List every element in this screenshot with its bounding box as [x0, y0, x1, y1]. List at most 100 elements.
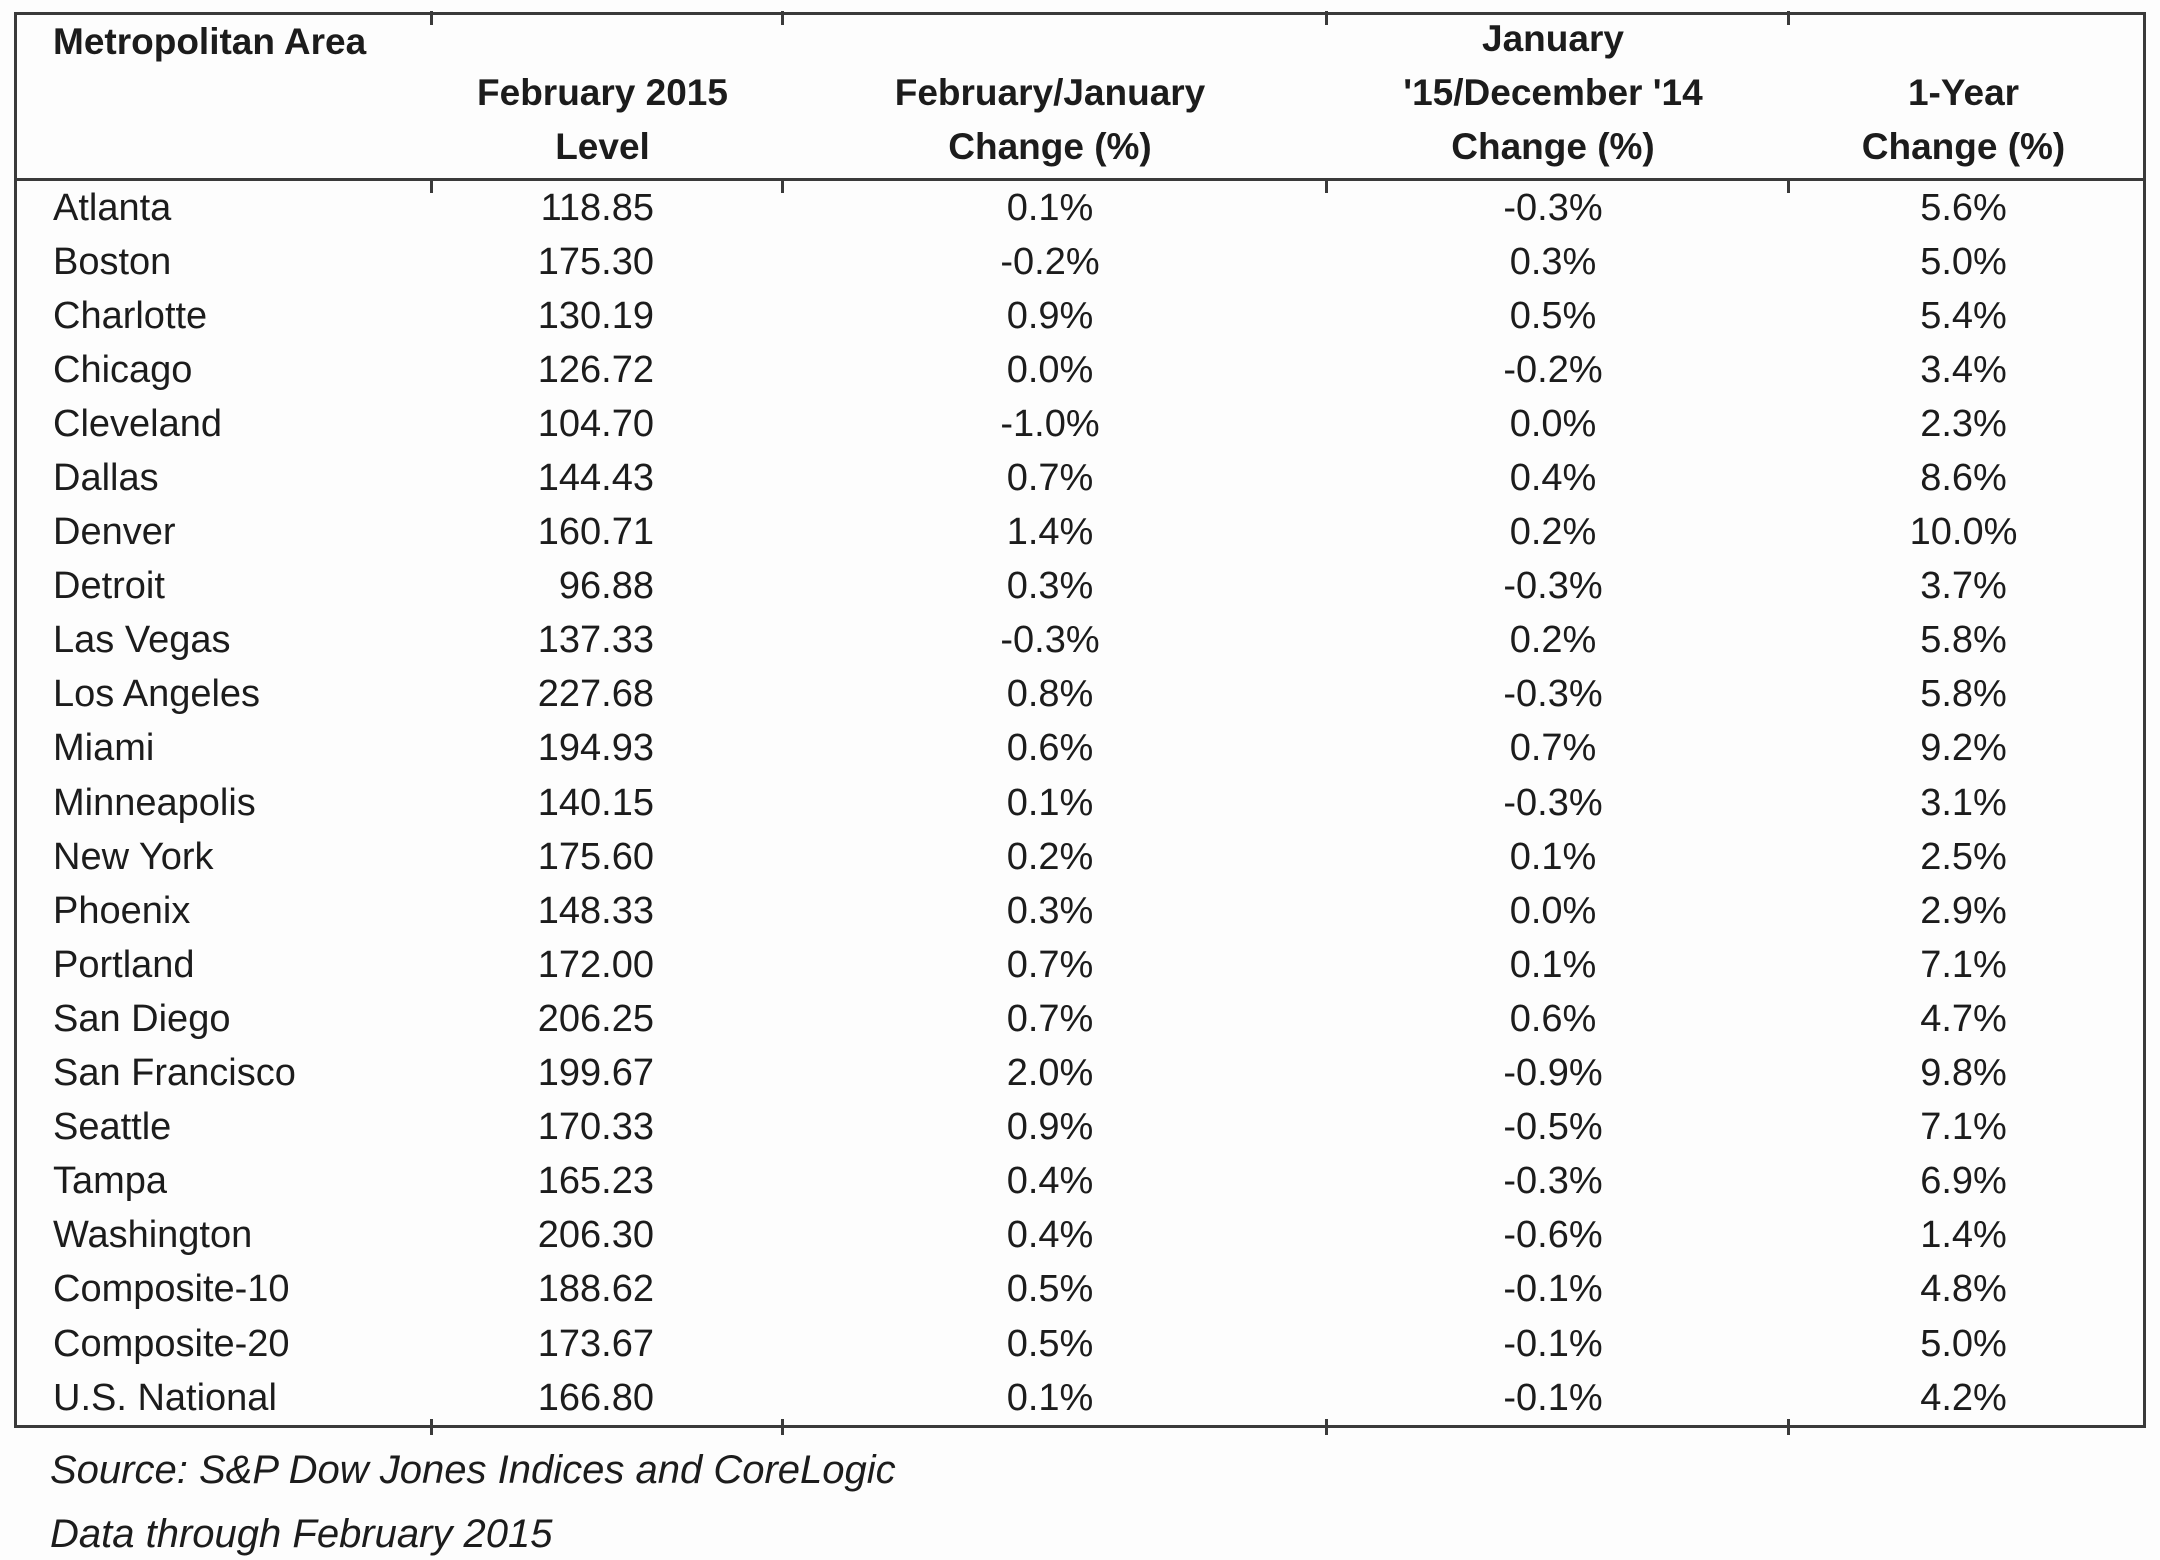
cell-jan-dec-change: -0.3%: [1503, 565, 1603, 608]
cell-jan-dec-change: -0.3%: [1503, 186, 1603, 229]
header-line: Change (%): [1861, 126, 2066, 167]
table-row: Phoenix 148.33 0.3% 0.0% 2.9%: [17, 884, 2143, 938]
cell-feb-jan-change: 0.3%: [1006, 565, 1094, 608]
table-row: Chicago 126.72 0.0% -0.2% 3.4%: [17, 343, 2143, 397]
cell-feb-jan-change: 0.9%: [1006, 1106, 1094, 1149]
cell-feb-jan-change: -0.3%: [1000, 619, 1100, 662]
cell-feb-jan-change: 0.8%: [1006, 673, 1094, 716]
table-row: Miami 194.93 0.6% 0.7% 9.2%: [17, 722, 2143, 776]
header-january-december-change: January '15/December '14 Change (%): [1322, 15, 1784, 178]
cell-level: 140.15: [537, 781, 654, 824]
cell-feb-jan-change: 0.1%: [1006, 186, 1094, 229]
cell-1-year-change: 4.7%: [1920, 997, 2007, 1040]
table-row: Boston 175.30 -0.2% 0.3% 5.0%: [17, 235, 2143, 289]
cell-level: 96.88: [558, 565, 654, 608]
table-row: Portland 172.00 0.7% 0.1% 7.1%: [17, 938, 2143, 992]
cell-jan-dec-change: -0.1%: [1503, 1322, 1603, 1365]
cell-jan-dec-change: 0.3%: [1509, 240, 1597, 283]
cell-level: 172.00: [537, 943, 654, 986]
table-row: Composite-10 188.62 0.5% -0.1% 4.8%: [17, 1263, 2143, 1317]
cell-jan-dec-change: -0.5%: [1503, 1106, 1603, 1149]
cell-level: 206.25: [537, 997, 654, 1040]
cell-feb-jan-change: 0.4%: [1006, 1160, 1094, 1203]
cell-metro-area: Los Angeles: [53, 673, 261, 716]
cell-feb-jan-change: 0.3%: [1006, 889, 1094, 932]
cell-feb-jan-change: 0.1%: [1006, 781, 1094, 824]
cell-1-year-change: 9.8%: [1920, 1052, 2007, 1095]
cell-jan-dec-change: 0.2%: [1509, 511, 1597, 554]
cell-1-year-change: 5.0%: [1920, 240, 2007, 283]
source-note: Source: S&P Dow Jones Indices and CoreLo…: [50, 1448, 896, 1492]
cell-jan-dec-change: 0.1%: [1509, 835, 1597, 878]
table-row: Las Vegas 137.33 -0.3% 0.2% 5.8%: [17, 614, 2143, 668]
header-line: Change (%): [1451, 126, 1655, 167]
cell-jan-dec-change: -0.1%: [1503, 1268, 1603, 1311]
cell-jan-dec-change: -0.3%: [1503, 781, 1603, 824]
cell-level: 165.23: [537, 1160, 654, 1203]
cell-1-year-change: 8.6%: [1920, 457, 2007, 500]
cell-1-year-change: 4.8%: [1920, 1268, 2007, 1311]
cell-level: 130.19: [537, 294, 654, 337]
cell-level: 148.33: [537, 889, 654, 932]
cell-level: 137.33: [537, 619, 654, 662]
cell-feb-jan-change: 0.5%: [1006, 1268, 1094, 1311]
column-boundary-tick: [1325, 11, 1328, 25]
header-1-year-change: 1-Year Change (%): [1784, 15, 2143, 178]
cell-level: 160.71: [537, 511, 654, 554]
header-line: Metropolitan Area: [53, 21, 367, 62]
cell-metro-area: Composite-10: [53, 1268, 290, 1311]
table-body: Atlanta 118.85 0.1% -0.3% 5.6% Boston 175.30 -0…: [17, 181, 2143, 1425]
column-boundary-tick: [781, 181, 784, 193]
cell-feb-jan-change: 1.4%: [1006, 511, 1094, 554]
table-row: Detroit 96.88 0.3% -0.3% 3.7%: [17, 560, 2143, 614]
cell-metro-area: Minneapolis: [53, 781, 256, 824]
table-row: Minneapolis 140.15 0.1% -0.3% 3.1%: [17, 776, 2143, 830]
cell-1-year-change: 5.0%: [1920, 1322, 2007, 1365]
cell-1-year-change: 5.4%: [1920, 294, 2007, 337]
cell-jan-dec-change: -0.3%: [1503, 1160, 1603, 1203]
cell-metro-area: Charlotte: [53, 294, 208, 337]
cell-metro-area: Atlanta: [53, 186, 172, 229]
table-row: Tampa 165.23 0.4% -0.3% 6.9%: [17, 1155, 2143, 1209]
cell-feb-jan-change: -0.2%: [1000, 240, 1100, 283]
cell-feb-jan-change: 0.1%: [1006, 1376, 1094, 1419]
cell-metro-area: San Francisco: [53, 1052, 296, 1095]
table-row: San Diego 206.25 0.7% 0.6% 4.7%: [17, 992, 2143, 1046]
cell-metro-area: Miami: [53, 727, 155, 770]
cell-level: 166.80: [537, 1376, 654, 1419]
cell-metro-area: Seattle: [53, 1106, 172, 1149]
cell-metro-area: Cleveland: [53, 402, 222, 445]
cell-jan-dec-change: -0.6%: [1503, 1214, 1603, 1257]
cell-level: 199.67: [537, 1052, 654, 1095]
cell-jan-dec-change: 0.1%: [1509, 943, 1597, 986]
cell-metro-area: Dallas: [53, 457, 159, 500]
header-line: January: [1482, 18, 1624, 59]
cell-feb-jan-change: 0.2%: [1006, 835, 1094, 878]
column-boundary-tick: [1787, 181, 1790, 193]
column-boundary-tick: [430, 11, 433, 25]
cell-level: 188.62: [537, 1268, 654, 1311]
cell-jan-dec-change: -0.2%: [1503, 348, 1603, 391]
cell-feb-jan-change: 0.5%: [1006, 1322, 1094, 1365]
table-row: Atlanta 118.85 0.1% -0.3% 5.6%: [17, 181, 2143, 235]
cell-1-year-change: 2.9%: [1920, 889, 2007, 932]
table-row: Denver 160.71 1.4% 0.2% 10.0%: [17, 506, 2143, 560]
cell-metro-area: Chicago: [53, 348, 193, 391]
table-row: Composite-20 173.67 0.5% -0.1% 5.0%: [17, 1317, 2143, 1371]
header-line: February 2015: [477, 72, 728, 113]
cell-level: 227.68: [537, 673, 654, 716]
cell-metro-area: Detroit: [53, 565, 165, 608]
cell-feb-jan-change: 0.7%: [1006, 997, 1094, 1040]
cell-1-year-change: 3.4%: [1920, 348, 2007, 391]
header-february-january-change: February/January Change (%): [778, 15, 1322, 178]
cell-1-year-change: 1.4%: [1920, 1214, 2007, 1257]
column-boundary-tick: [1787, 1419, 1790, 1435]
cell-metro-area: Composite-20: [53, 1322, 290, 1365]
table-row: Los Angeles 227.68 0.8% -0.3% 5.8%: [17, 668, 2143, 722]
cell-jan-dec-change: -0.1%: [1503, 1376, 1603, 1419]
header-line: Level: [555, 126, 650, 167]
column-boundary-tick: [430, 181, 433, 193]
cell-1-year-change: 2.5%: [1920, 835, 2007, 878]
cell-jan-dec-change: 0.5%: [1509, 294, 1597, 337]
cell-jan-dec-change: 0.0%: [1509, 889, 1597, 932]
